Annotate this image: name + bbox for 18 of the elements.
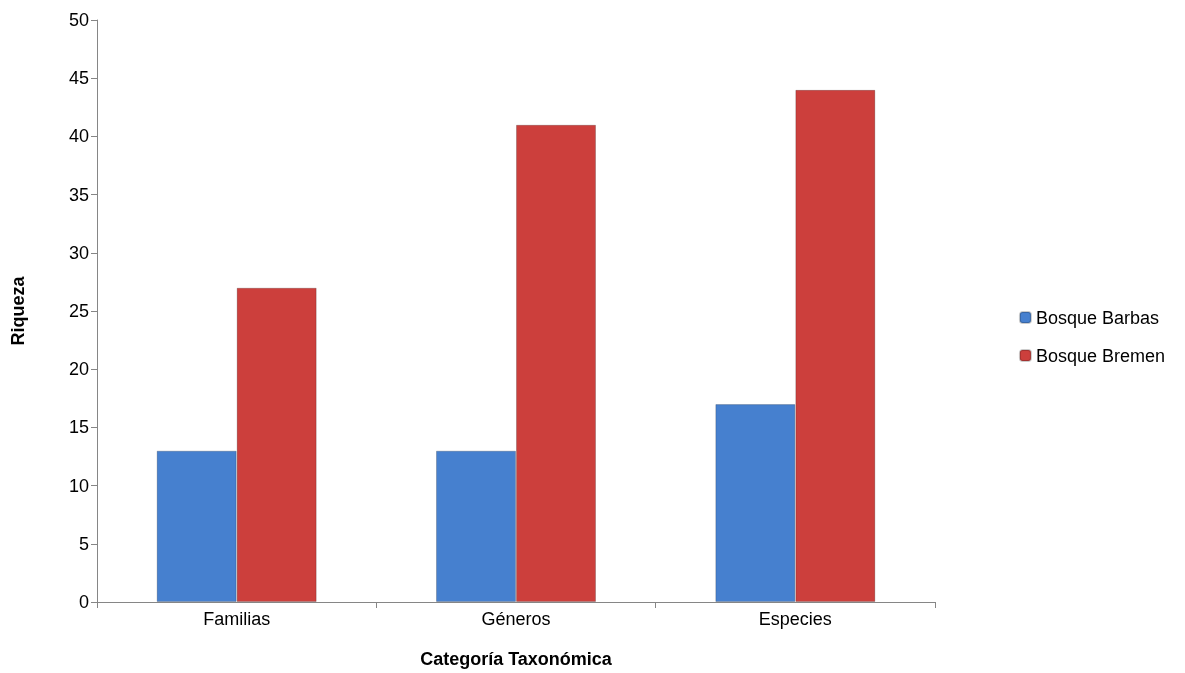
y-tick-label: 30 xyxy=(68,242,89,263)
y-tick-label: 20 xyxy=(68,359,89,380)
x-tick-label: Especies xyxy=(758,609,832,629)
y-tick-label: 25 xyxy=(68,301,89,321)
legend-label: Bosque Bremen xyxy=(1035,345,1165,366)
x-axis-title: Categoría Taxonómica xyxy=(420,649,613,669)
legend-label: Bosque Barbas xyxy=(1035,307,1160,328)
y-tick-label: 5 xyxy=(78,533,89,554)
x-tick-label: Géneros xyxy=(481,609,551,629)
x-tick-label: Familias xyxy=(203,609,271,629)
y-tick-label: 45 xyxy=(68,68,89,89)
y-tick-label: 35 xyxy=(68,184,89,205)
y-tick-label: 15 xyxy=(68,417,89,438)
y-tick-label: 10 xyxy=(68,475,89,496)
y-tick-label: 50 xyxy=(68,10,89,30)
y-tick-label: 0 xyxy=(78,592,89,612)
y-axis-title: Riqueza xyxy=(8,275,28,346)
y-tick-label: 40 xyxy=(68,126,89,147)
